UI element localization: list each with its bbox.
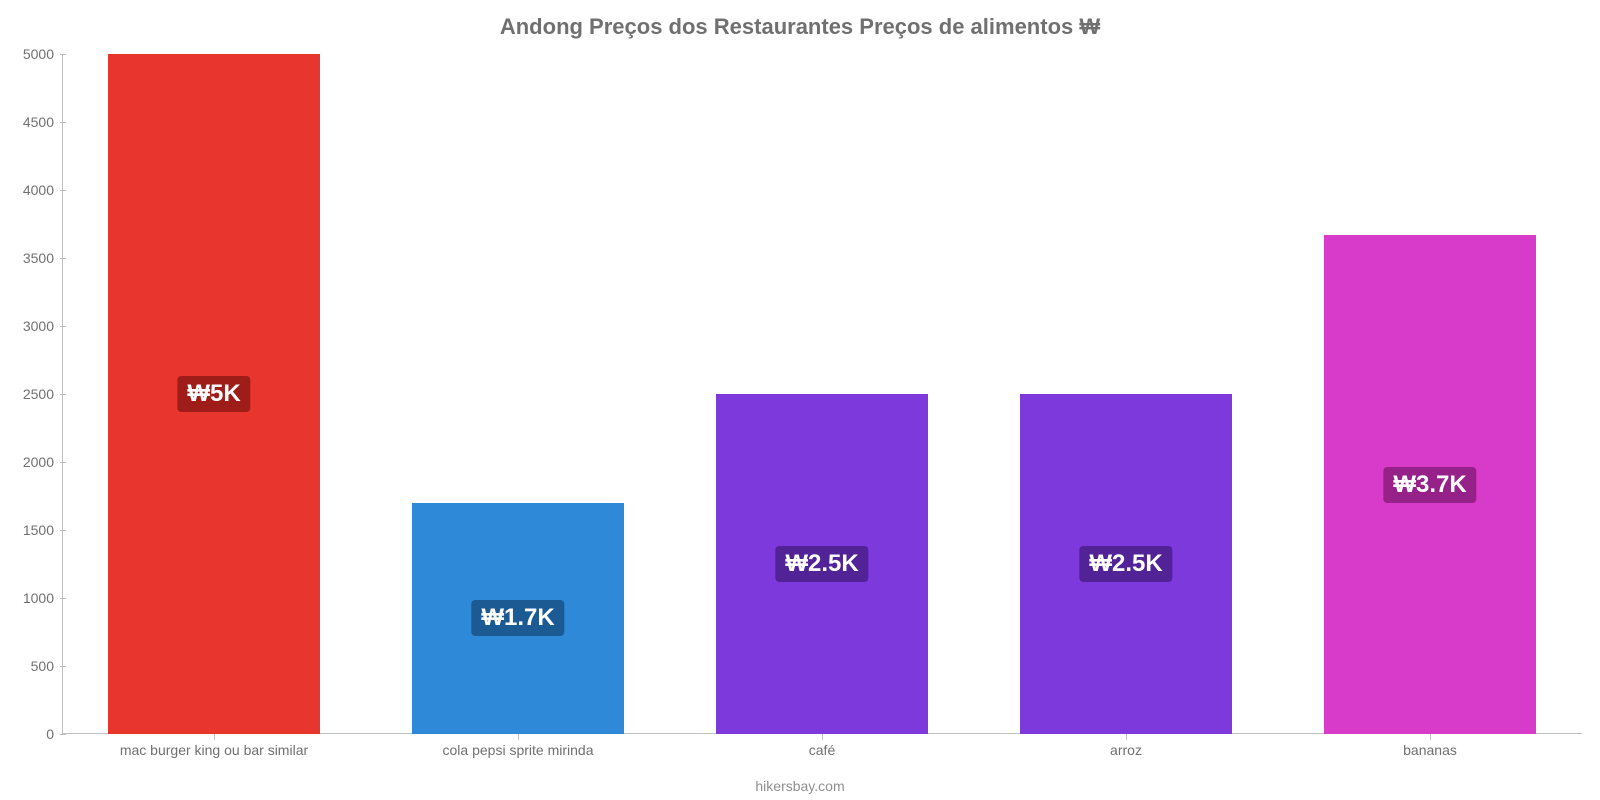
y-tick-label: 2500 (0, 386, 54, 402)
bars-group: ₩5K ₩1.7K ₩2.5K ₩2.5K ₩3.7K (62, 54, 1582, 734)
x-axis-label: bananas (1278, 736, 1582, 758)
x-axis-label: cola pepsi sprite mirinda (366, 736, 670, 758)
bar-value-label: ₩2.5K (1079, 546, 1172, 582)
y-tick-label: 1500 (0, 522, 54, 538)
y-tick-label: 1000 (0, 590, 54, 606)
y-tick-label: 2000 (0, 454, 54, 470)
bar-slot: ₩2.5K (974, 54, 1278, 734)
bar-value-label: ₩3.7K (1383, 467, 1476, 503)
chart-footer: hikersbay.com (0, 778, 1600, 794)
y-tick-mark (60, 734, 66, 735)
y-tick-label: 4500 (0, 114, 54, 130)
bar-value-label: ₩2.5K (775, 546, 868, 582)
bar-slot: ₩1.7K (366, 54, 670, 734)
x-axis-labels: mac burger king ou bar similarcola pepsi… (62, 736, 1582, 758)
x-axis-label: arroz (974, 736, 1278, 758)
bar-value-label: ₩1.7K (471, 600, 564, 636)
y-tick-label: 3000 (0, 318, 54, 334)
plot-area: ₩5K ₩1.7K ₩2.5K ₩2.5K ₩3.7K (62, 54, 1582, 734)
y-tick-label: 0 (0, 726, 54, 742)
y-tick-label: 3500 (0, 250, 54, 266)
y-axis: 0500100015002000250030003500400045005000 (0, 54, 62, 734)
chart-container: Andong Preços dos Restaurantes Preços de… (0, 0, 1600, 800)
bar-slot: ₩5K (62, 54, 366, 734)
x-axis-label: café (670, 736, 974, 758)
y-tick-label: 4000 (0, 182, 54, 198)
y-tick-label: 500 (0, 658, 54, 674)
y-tick-label: 5000 (0, 46, 54, 62)
chart-title: Andong Preços dos Restaurantes Preços de… (0, 0, 1600, 48)
bar-slot: ₩3.7K (1278, 54, 1582, 734)
x-axis-label: mac burger king ou bar similar (62, 736, 366, 758)
bar-value-label: ₩5K (177, 376, 250, 412)
bar-slot: ₩2.5K (670, 54, 974, 734)
